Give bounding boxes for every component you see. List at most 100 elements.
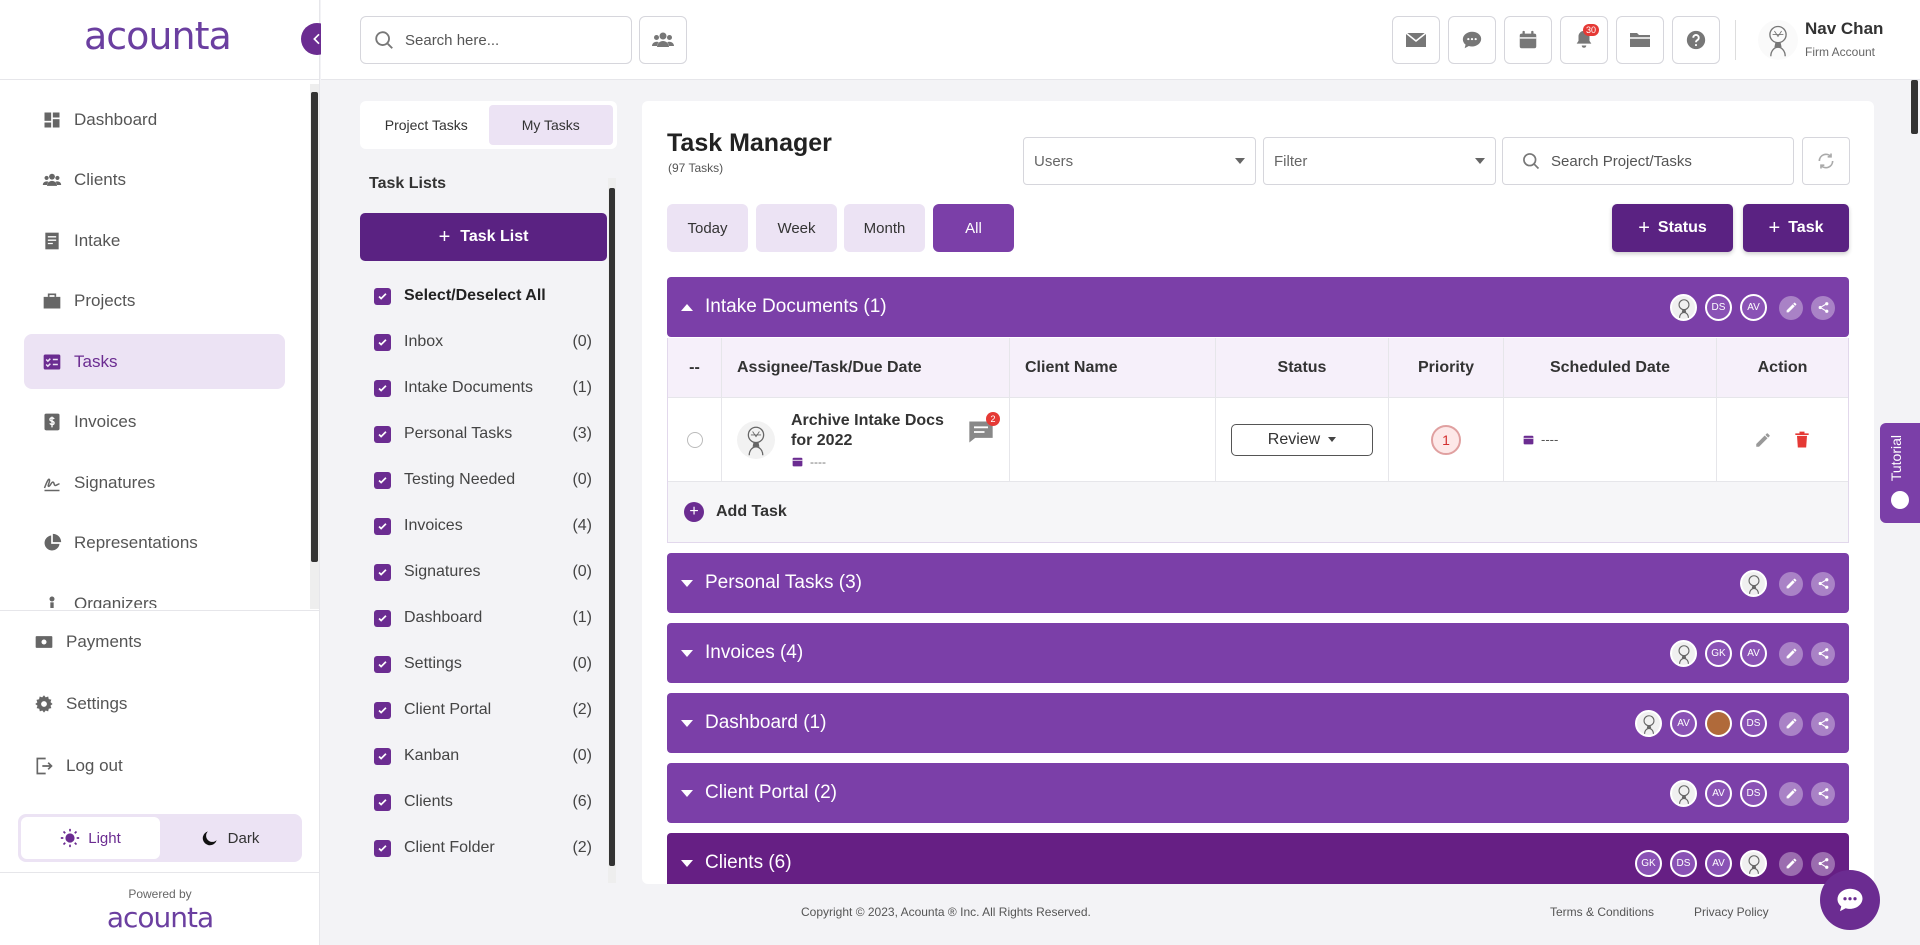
sidebar-item-intake[interactable]: Intake: [24, 213, 285, 268]
notifications-button[interactable]: 30: [1560, 16, 1608, 64]
avatar[interactable]: [1670, 294, 1697, 321]
task-list-item[interactable]: Inbox (0): [374, 330, 592, 354]
task-list-item[interactable]: Clients (6): [374, 790, 592, 814]
refresh-button[interactable]: [1802, 137, 1850, 185]
col-assignee[interactable]: Assignee/Task/Due Date: [722, 338, 1010, 397]
edit-icon[interactable]: [1779, 711, 1803, 736]
edit-icon[interactable]: [1779, 781, 1803, 806]
task-group-header[interactable]: Clients (6) GK DS AV: [667, 833, 1849, 884]
users-select[interactable]: Users: [1023, 137, 1256, 185]
user-name[interactable]: Nav Chan: [1805, 19, 1884, 38]
avatar[interactable]: [1705, 710, 1732, 737]
team-button[interactable]: [639, 16, 687, 64]
chevron-down-icon[interactable]: [681, 789, 693, 797]
task-list-item[interactable]: Settings (0): [374, 652, 592, 676]
share-icon[interactable]: [1811, 295, 1835, 320]
range-today[interactable]: Today: [667, 204, 748, 252]
task-list-item[interactable]: Kanban (0): [374, 744, 592, 768]
col-scheduled-date[interactable]: Scheduled Date: [1504, 338, 1717, 397]
range-month[interactable]: Month: [844, 204, 925, 252]
sidebar-item-log-out[interactable]: Log out: [34, 751, 123, 781]
comments-icon[interactable]: [967, 418, 995, 446]
user-avatar[interactable]: [1758, 20, 1798, 60]
chevron-down-icon[interactable]: [681, 719, 693, 727]
share-icon[interactable]: [1811, 571, 1835, 596]
task-list-checkbox[interactable]: [374, 701, 391, 719]
avatar[interactable]: DS: [1670, 850, 1697, 877]
task-group-header[interactable]: Intake Documents (1) DS AV: [667, 277, 1849, 337]
task-list-item[interactable]: Testing Needed (0): [374, 468, 592, 492]
chevron-down-icon[interactable]: [681, 859, 693, 867]
task-list-item[interactable]: Dashboard (1): [374, 606, 592, 630]
avatar[interactable]: [1740, 850, 1767, 877]
filter-select[interactable]: Filter: [1263, 137, 1496, 185]
avatar[interactable]: GK: [1635, 850, 1662, 877]
select-all-checkbox[interactable]: [374, 287, 391, 305]
sidebar-item-tasks[interactable]: Tasks: [24, 334, 285, 389]
tutorial-tab[interactable]: Tutorial: [1880, 423, 1920, 523]
task-group-header[interactable]: Personal Tasks (3): [667, 553, 1849, 613]
select-all-row[interactable]: Select/Deselect All: [374, 284, 592, 308]
status-dropdown[interactable]: Review: [1231, 423, 1373, 456]
task-list-item[interactable]: Signatures (0): [374, 560, 592, 584]
global-search-input[interactable]: [405, 31, 605, 49]
share-icon[interactable]: [1811, 781, 1835, 806]
avatar[interactable]: AV: [1740, 640, 1767, 667]
chevron-up-icon[interactable]: [681, 303, 693, 311]
priority-badge[interactable]: 1: [1431, 424, 1461, 455]
add-task-button[interactable]: + Task: [1743, 204, 1849, 252]
terms-link[interactable]: Terms & Conditions: [1550, 905, 1655, 919]
task-list-item[interactable]: Client Folder (2): [374, 836, 592, 860]
avatar[interactable]: [1670, 780, 1697, 807]
logo[interactable]: acounta: [84, 14, 232, 58]
task-list-checkbox[interactable]: [374, 517, 391, 535]
folder-button[interactable]: [1616, 16, 1664, 64]
task-list-item[interactable]: Intake Documents (1): [374, 376, 592, 400]
add-task-row[interactable]: + Add Task: [668, 482, 1848, 542]
col-priority[interactable]: Priority: [1389, 338, 1504, 397]
add-task-list-button[interactable]: + Task List: [360, 213, 607, 261]
tab-project-tasks[interactable]: Project Tasks: [384, 117, 468, 133]
task-list-checkbox[interactable]: [374, 655, 391, 673]
calendar-button[interactable]: [1504, 16, 1552, 64]
tab-my-tasks[interactable]: My Tasks: [488, 105, 613, 145]
task-list-checkbox[interactable]: [374, 839, 391, 857]
chevron-down-icon[interactable]: [681, 649, 693, 657]
sidebar-item-representations[interactable]: Representations: [24, 516, 285, 571]
avatar[interactable]: [1740, 570, 1767, 597]
avatar[interactable]: AV: [1705, 780, 1732, 807]
task-search-input[interactable]: [1551, 152, 1781, 170]
theme-light-button[interactable]: Light: [21, 817, 160, 859]
edit-icon[interactable]: [1779, 295, 1803, 320]
sidebar-scrollbar[interactable]: [310, 84, 319, 609]
task-list-checkbox[interactable]: [374, 563, 391, 581]
task-search[interactable]: [1502, 137, 1794, 185]
share-icon[interactable]: [1811, 641, 1835, 666]
avatar[interactable]: AV: [1740, 294, 1767, 321]
avatar[interactable]: DS: [1705, 294, 1732, 321]
col-client-name[interactable]: Client Name: [1010, 338, 1216, 397]
share-icon[interactable]: [1811, 711, 1835, 736]
task-group-header[interactable]: Client Portal (2) AV DS: [667, 763, 1849, 823]
task-group-header[interactable]: Dashboard (1) AV DS: [667, 693, 1849, 753]
row-radio[interactable]: [686, 431, 703, 448]
messages-button[interactable]: [1448, 16, 1496, 64]
avatar[interactable]: AV: [1705, 850, 1732, 877]
task-list-checkbox[interactable]: [374, 333, 391, 351]
task-group-header[interactable]: Invoices (4) GK AV: [667, 623, 1849, 683]
avatar[interactable]: [1635, 710, 1662, 737]
help-button[interactable]: [1672, 16, 1720, 64]
col-status[interactable]: Status: [1216, 338, 1389, 397]
edit-icon[interactable]: [1779, 851, 1803, 876]
add-status-button[interactable]: + Status: [1612, 204, 1733, 252]
sidebar-item-projects[interactable]: Projects: [24, 274, 285, 329]
task-list-checkbox[interactable]: [374, 609, 391, 627]
task-list-checkbox[interactable]: [374, 425, 391, 443]
chat-button[interactable]: [1820, 870, 1880, 930]
range-week[interactable]: Week: [756, 204, 837, 252]
task-list-checkbox[interactable]: [374, 379, 391, 397]
sidebar-item-settings[interactable]: Settings: [34, 689, 127, 719]
task-lists-scrollbar[interactable]: [608, 178, 616, 883]
sidebar-item-signatures[interactable]: Signatures: [24, 455, 285, 510]
share-icon[interactable]: [1811, 851, 1835, 876]
